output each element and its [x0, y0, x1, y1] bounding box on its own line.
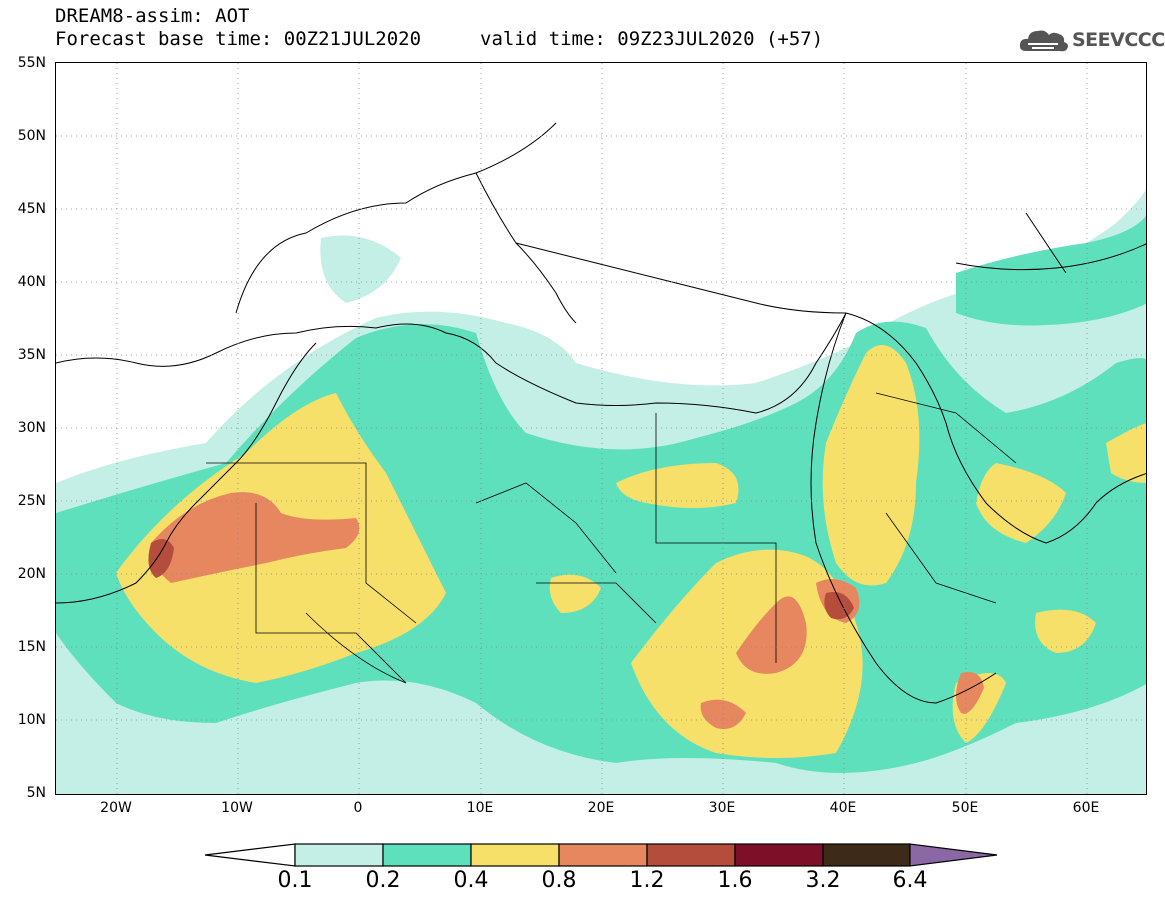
lat-label-20n: 20N — [17, 566, 46, 582]
colorbar-bin-1-2 — [646, 843, 736, 867]
colorbar-high-arrow — [909, 843, 998, 867]
aot-level-0-8 — [151, 492, 984, 729]
colorbar-label-0-1: 0.1 — [277, 868, 313, 893]
colorbar-label-1-2: 1.2 — [629, 868, 665, 893]
lon-label-10w: 10W — [221, 800, 253, 816]
colorbar-bin-0-8 — [558, 843, 648, 867]
colorbar-bin-0-4 — [470, 843, 560, 867]
colorbar-bin-3-2 — [822, 843, 911, 867]
colorbar-bin-0-2 — [382, 843, 472, 867]
lon-label-30e: 30E — [708, 800, 736, 816]
colorbar-label-0-2: 0.2 — [365, 868, 401, 893]
logo: SEEVCCC — [1018, 25, 1165, 55]
lon-label-40e: 40E — [829, 800, 857, 816]
colorbar-label-0-4: 0.4 — [453, 868, 489, 893]
lon-label-0: 0 — [353, 800, 363, 816]
colorbar-label-6-4: 6.4 — [892, 868, 928, 893]
lat-label-10n: 10N — [17, 712, 46, 728]
lat-label-35n: 35N — [17, 347, 46, 363]
aot-map-canvas — [56, 63, 1146, 794]
colorbar-bin-0-1 — [294, 843, 384, 867]
lon-label-10e: 10E — [466, 800, 494, 816]
lat-label-15n: 15N — [17, 639, 46, 655]
lat-label-55n: 55N — [17, 55, 46, 71]
lon-label-60e: 60E — [1072, 800, 1100, 816]
colorbar-label-1-6: 1.6 — [717, 868, 753, 893]
logo-text: SEEVCCC — [1072, 29, 1165, 51]
aot-map — [55, 62, 1147, 795]
cloud-icon — [1019, 30, 1068, 52]
colorbar-label-3-2: 3.2 — [805, 868, 841, 893]
aot-colorbar — [205, 843, 998, 867]
forecast-base-time: Forecast base time: 00Z21JUL2020 — [55, 28, 422, 50]
lat-label-45n: 45N — [17, 201, 46, 217]
lat-label-5n: 5N — [26, 785, 46, 801]
lat-label-30n: 30N — [17, 420, 46, 436]
lat-label-50n: 50N — [17, 128, 46, 144]
colorbar-bin-1-6 — [734, 843, 824, 867]
colorbar-label-0-8: 0.8 — [541, 868, 577, 893]
lat-label-25n: 25N — [17, 493, 46, 509]
lon-label-20w: 20W — [100, 800, 132, 816]
lon-label-50e: 50E — [951, 800, 979, 816]
lat-label-40n: 40N — [17, 274, 46, 290]
valid-time: valid time: 09Z23JUL2020 (+57) — [480, 28, 824, 50]
colorbar-low-arrow — [205, 843, 296, 867]
model-title: DREAM8-assim: AOT — [55, 5, 250, 27]
country-borders — [206, 392, 1017, 684]
aot-level-1-2 — [148, 539, 854, 620]
lon-label-20e: 20E — [587, 800, 615, 816]
gridlines — [56, 63, 1146, 794]
coastlines — [56, 122, 1146, 704]
